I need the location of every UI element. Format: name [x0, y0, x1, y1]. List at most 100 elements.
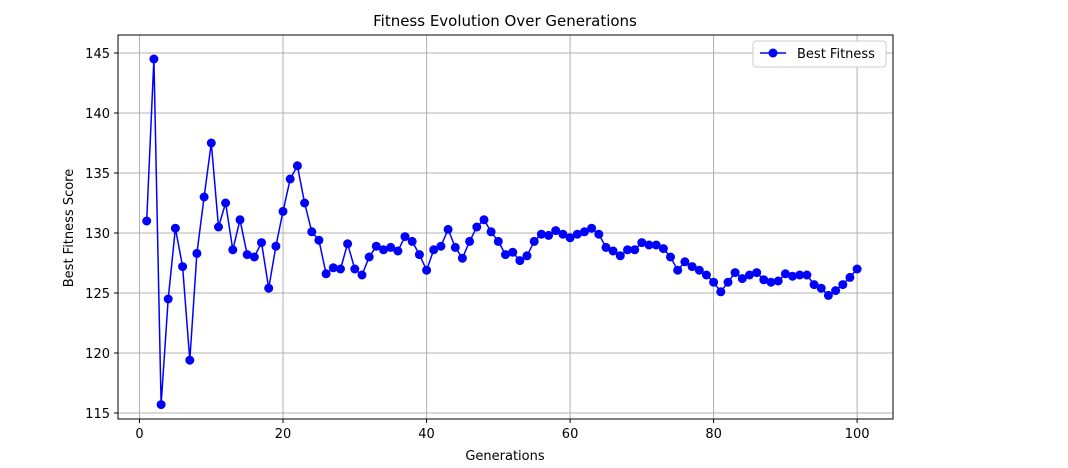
data-point: [730, 268, 740, 278]
data-point: [723, 277, 733, 287]
data-point: [572, 229, 582, 239]
data-point: [278, 206, 288, 216]
data-point: [630, 245, 640, 255]
x-tick-label: 80: [705, 427, 722, 442]
data-point: [393, 246, 403, 256]
data-point: [192, 248, 202, 258]
x-tick-label: 0: [135, 427, 143, 442]
legend-box: [752, 40, 887, 68]
y-tick-label: 135: [85, 167, 110, 182]
data-point: [544, 230, 554, 240]
series-line-best-fitness: [145, 58, 858, 406]
data-point: [371, 241, 381, 251]
data-point: [343, 239, 353, 249]
data-point: [321, 269, 331, 279]
data-point: [788, 271, 797, 281]
data-point: [364, 252, 374, 262]
data-point: [285, 174, 295, 184]
data-point: [745, 270, 754, 280]
legend-label-best-fitness: Best Fitness: [797, 47, 875, 62]
data-point: [551, 226, 561, 236]
data-point: [838, 280, 848, 290]
data-point: [300, 198, 310, 208]
data-point: [623, 245, 632, 255]
data-point: [759, 275, 769, 285]
y-axis-title: Best Fitness Score: [62, 169, 77, 288]
data-point: [831, 286, 841, 296]
data-point: [156, 400, 166, 410]
legend: Best Fitness: [752, 40, 887, 68]
data-point: [336, 264, 345, 274]
data-point: [579, 227, 589, 237]
data-point: [608, 246, 618, 256]
data-point: [565, 233, 575, 243]
data-point: [457, 253, 467, 263]
series-marker-layer: [142, 54, 862, 410]
series-line-layer: [145, 58, 858, 406]
chart-title: Fitness Evolution Over Generations: [373, 12, 637, 30]
x-axis-ticks: 0 20 40 60 80 100: [135, 419, 870, 442]
data-point: [780, 269, 790, 279]
data-point: [795, 270, 805, 280]
data-point: [694, 265, 704, 275]
data-point: [414, 250, 424, 260]
data-point: [752, 268, 762, 278]
data-point: [214, 222, 223, 232]
data-point: [501, 250, 510, 260]
x-tick-label: 60: [562, 427, 579, 442]
data-point: [651, 240, 661, 250]
data-point: [644, 240, 654, 250]
data-point: [450, 242, 460, 252]
y-axis-ticks: 115 120 125 130 135 140 145: [85, 47, 118, 422]
data-point: [206, 138, 216, 148]
data-point: [515, 256, 525, 266]
data-point: [170, 223, 180, 233]
data-point: [328, 263, 338, 273]
data-point: [852, 264, 862, 274]
data-point: [673, 265, 683, 275]
data-point: [199, 192, 209, 202]
data-point: [307, 227, 317, 237]
data-point: [737, 274, 747, 284]
data-point: [257, 238, 266, 248]
data-point: [716, 287, 726, 297]
data-point: [242, 250, 252, 260]
data-point: [587, 223, 597, 233]
data-point: [472, 222, 482, 232]
data-point: [709, 277, 719, 287]
legend-marker-swatch: [768, 48, 778, 58]
data-point: [522, 251, 532, 261]
data-point: [615, 251, 625, 261]
data-point: [558, 229, 568, 239]
data-point: [823, 290, 833, 300]
data-point: [271, 241, 281, 251]
data-point: [508, 247, 518, 257]
data-point: [422, 265, 432, 275]
data-point: [594, 229, 604, 239]
data-point: [773, 276, 783, 286]
y-tick-label: 120: [85, 347, 110, 362]
data-point: [601, 242, 611, 252]
data-point: [809, 280, 819, 290]
data-point: [235, 215, 245, 225]
x-axis-title: Generations: [465, 449, 545, 464]
data-point: [658, 244, 668, 254]
data-point: [228, 245, 238, 255]
data-point: [429, 245, 439, 255]
x-tick-label: 100: [845, 427, 870, 442]
data-point: [407, 236, 417, 246]
data-point: [443, 224, 453, 234]
data-point: [221, 198, 231, 208]
data-point: [386, 242, 396, 252]
data-point: [666, 252, 675, 262]
data-point: [314, 235, 324, 245]
y-tick-label: 130: [85, 227, 110, 242]
data-point: [142, 216, 152, 226]
data-point: [379, 245, 388, 255]
y-tick-label: 140: [85, 107, 110, 122]
data-point: [436, 241, 446, 251]
data-point: [149, 54, 159, 64]
data-point: [185, 355, 195, 365]
data-point: [680, 257, 690, 267]
data-point: [249, 252, 259, 262]
